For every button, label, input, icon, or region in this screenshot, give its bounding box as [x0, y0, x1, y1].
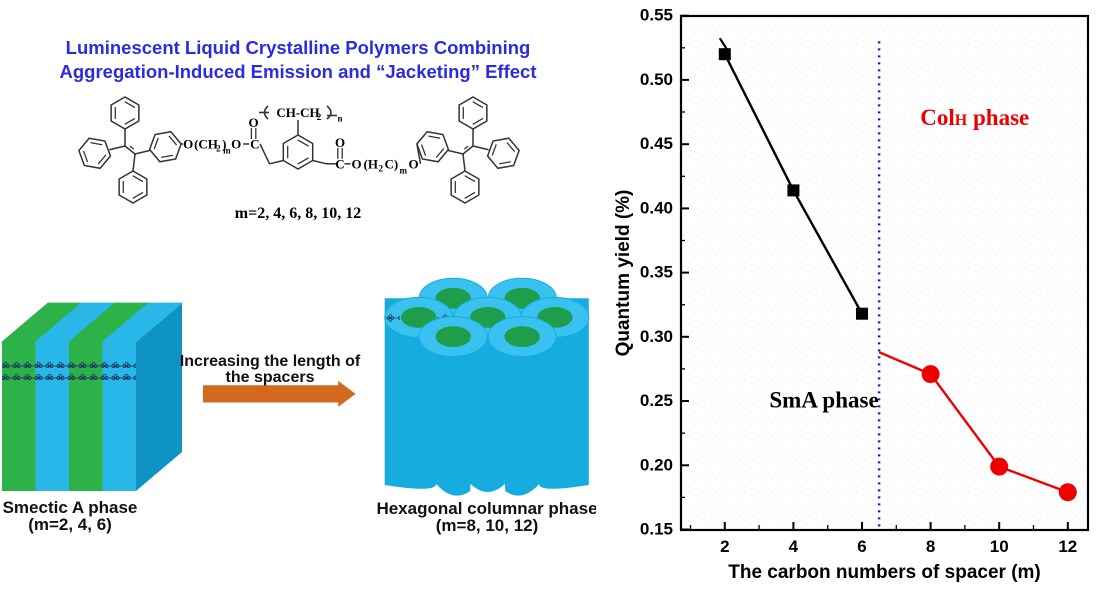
- svg-text:0.55: 0.55: [640, 6, 673, 25]
- svg-text:2: 2: [720, 537, 729, 556]
- svg-text:Quantum yield (%): Quantum yield (%): [613, 190, 634, 357]
- svg-text:ColH phase: ColH phase: [920, 105, 1029, 130]
- svg-text:12: 12: [1058, 537, 1077, 556]
- svg-text:0.40: 0.40: [640, 198, 673, 217]
- svg-text:4: 4: [789, 537, 799, 556]
- svg-text:10: 10: [990, 537, 1009, 556]
- svg-text:0.20: 0.20: [640, 455, 673, 474]
- svg-text:SmA phase: SmA phase: [769, 388, 878, 413]
- svg-text:0.35: 0.35: [640, 263, 673, 282]
- svg-text:The carbon numbers of spacer (: The carbon numbers of spacer (m): [728, 562, 1041, 583]
- svg-text:0.15: 0.15: [640, 520, 673, 539]
- svg-text:0.25: 0.25: [640, 391, 673, 410]
- svg-text:8: 8: [926, 537, 935, 556]
- svg-text:0.50: 0.50: [640, 70, 673, 89]
- svg-text:0.30: 0.30: [640, 327, 673, 346]
- svg-text:0.45: 0.45: [640, 134, 673, 153]
- svg-text:6: 6: [857, 537, 866, 556]
